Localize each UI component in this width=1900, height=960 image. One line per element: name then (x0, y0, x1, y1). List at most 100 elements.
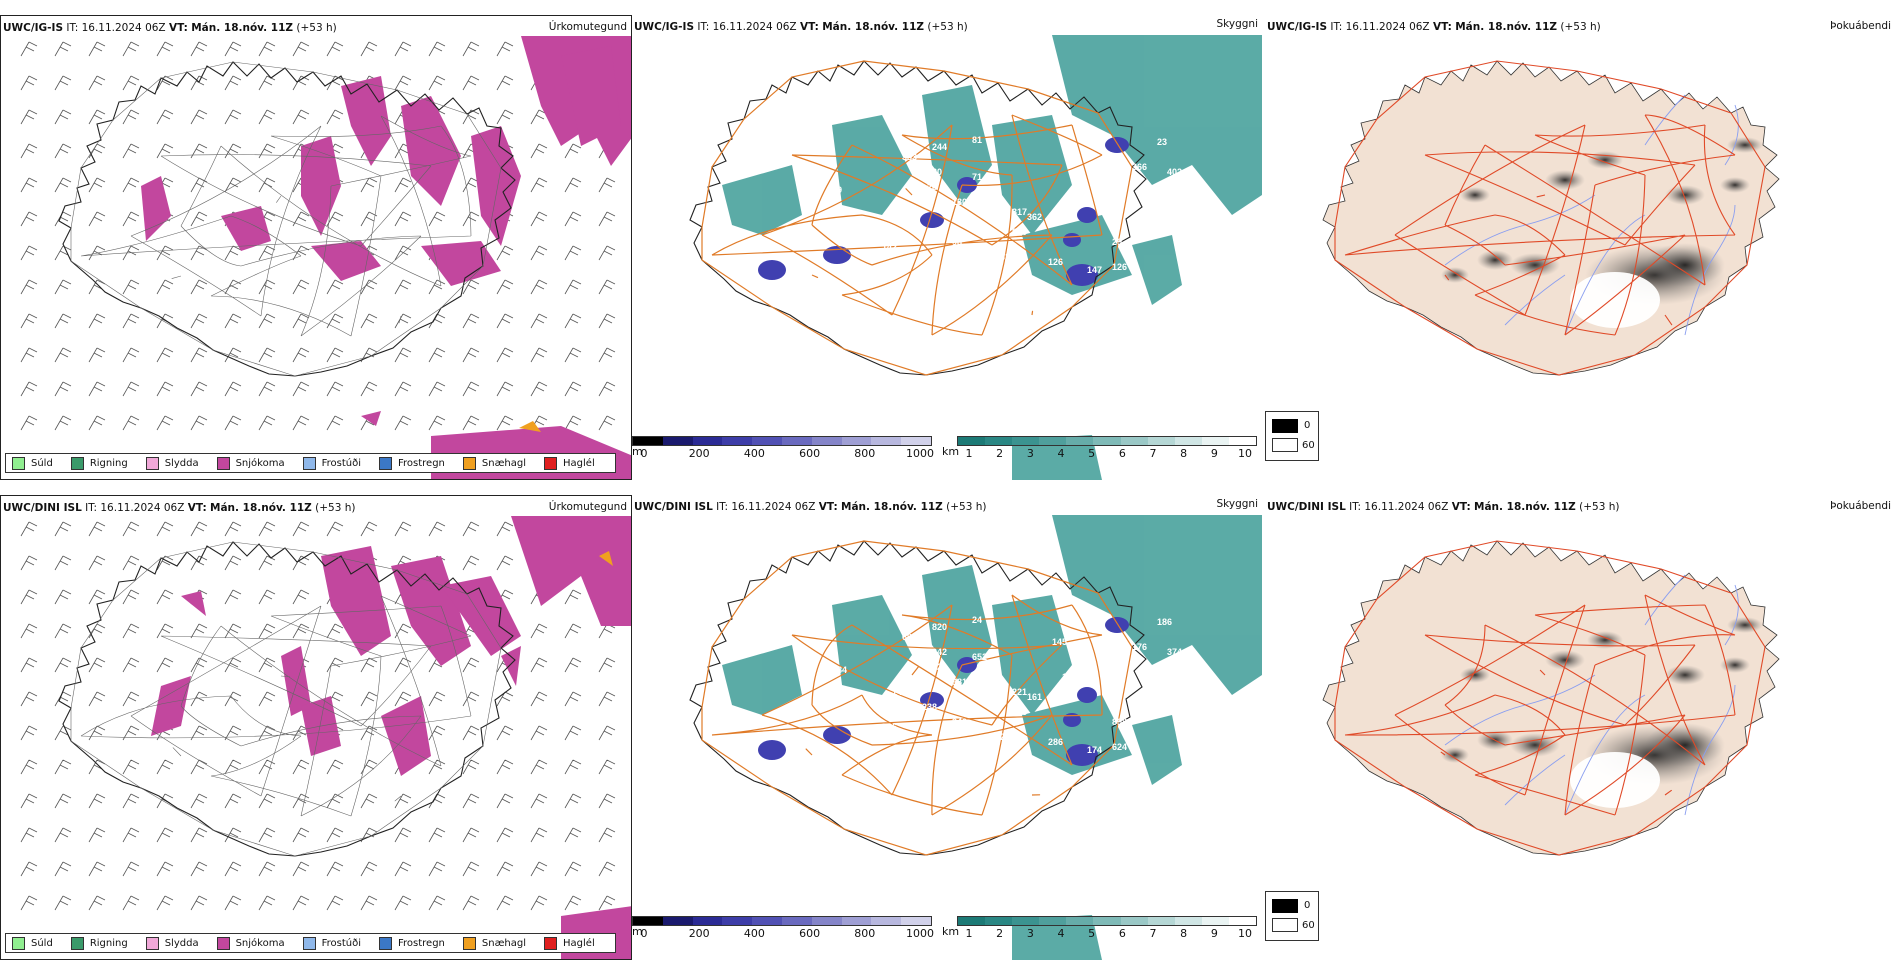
colorbar-step (692, 437, 723, 445)
visibility-unit: km (942, 445, 960, 458)
svg-text:28: 28 (927, 182, 937, 192)
colorbar-tick: 200 (688, 447, 710, 460)
colorbar-step (1093, 917, 1121, 925)
svg-text:402: 402 (1167, 167, 1182, 177)
legend-swatch (216, 936, 230, 950)
svg-text:244: 244 (932, 142, 947, 152)
panel-title: Þokuábendi (1830, 500, 1891, 512)
panel-title: Úrkomutegund (548, 501, 627, 513)
road-network (1334, 540, 1766, 856)
colorbar-tick: 1 (965, 927, 973, 940)
svg-text:143: 143 (892, 687, 907, 697)
colorbar-step (1012, 917, 1040, 925)
colorbar-step (985, 437, 1013, 445)
colorbar-step (841, 437, 872, 445)
legend-item: Haglél (540, 936, 595, 950)
legend-label: Súld (31, 457, 53, 469)
panel-header: UWC/IG-IS IT: 16.11.2024 06Z VT: Mán. 18… (634, 21, 968, 33)
panel-header: UWC/DINI ISL IT: 16.11.2024 06Z VT: Mán.… (1267, 501, 1620, 513)
colorbar-step (841, 917, 872, 925)
svg-text:366: 366 (1132, 162, 1147, 172)
svg-text:185: 185 (1012, 707, 1027, 717)
legend-swatch (12, 936, 25, 950)
low-cloud-areas (758, 617, 1129, 766)
legend-item: Rigning (67, 456, 128, 470)
shade-swatch-dark (1272, 419, 1298, 433)
colorbar-tick: 6 (1118, 447, 1126, 460)
colorbar-step (781, 917, 812, 925)
colorbar-tick: 0 (640, 927, 648, 940)
colorbar-tick: 10 (1238, 447, 1252, 460)
shade-legend: 0 60 (1265, 411, 1319, 461)
colorbar-tick: 800 (854, 927, 876, 940)
colorbar-tick: 400 (743, 447, 765, 460)
shade-legend: 0 60 (1265, 891, 1319, 941)
svg-text:98: 98 (952, 237, 962, 247)
precip-panel-row1: UWC/IG-IS IT: 16.11.2024 06Z VT: Mán. 18… (0, 15, 632, 480)
svg-text:186: 186 (1157, 617, 1172, 627)
colorbar-step (811, 917, 842, 925)
colorbar-tick: 3 (1026, 447, 1034, 460)
colorbar-tick: 5 (1088, 447, 1096, 460)
legend-swatch (302, 456, 316, 470)
precip-map (20, 36, 631, 479)
colorbar-step (811, 437, 842, 445)
colorbar-step (692, 917, 723, 925)
colorbar-step (1120, 917, 1148, 925)
legend-swatch (145, 936, 159, 950)
shade-swatch-light (1272, 918, 1298, 932)
legend-item: Snæhagl (459, 936, 526, 950)
legend-label: Haglél (563, 457, 595, 469)
svg-text:176: 176 (1132, 642, 1147, 652)
colorbar-tick: 0 (640, 447, 648, 460)
svg-text:332: 332 (927, 662, 942, 672)
colorbar-tick: 800 (854, 447, 876, 460)
legend-label: Snjókoma (235, 937, 285, 949)
fog-areas (722, 515, 1262, 960)
svg-text:147: 147 (1087, 265, 1102, 275)
iceland-outline (58, 61, 516, 377)
legend-label: Súld (31, 937, 53, 949)
colorbar-step (1201, 437, 1229, 445)
colorbar-tick: 6 (1118, 927, 1126, 940)
colorbar-step (958, 917, 986, 925)
panel-header: UWC/IG-IS IT: 16.11.2024 06Z VT: Mán. 18… (3, 22, 337, 34)
rivers (1444, 94, 1739, 336)
shade-map (1322, 540, 1780, 856)
colorbar-step (722, 917, 753, 925)
shade-map (1322, 60, 1780, 376)
svg-text:221: 221 (1012, 687, 1027, 697)
colorbar-tick: 600 (799, 927, 821, 940)
legend-item: Slydda (142, 456, 199, 470)
svg-text:383: 383 (902, 152, 917, 162)
svg-text:128: 128 (1162, 662, 1177, 672)
svg-text:126: 126 (1112, 262, 1127, 272)
colorbar-tick: 10 (1238, 927, 1252, 940)
panel-header: UWC/DINI ISL IT: 16.11.2024 06Z VT: Mán.… (3, 502, 356, 514)
svg-text:130: 130 (952, 197, 967, 207)
elevation-colorbar: 0 200 400 600 800 1000 (632, 916, 934, 940)
colorbar-tick: 600 (799, 447, 821, 460)
svg-text:161: 161 (1027, 692, 1042, 702)
colorbar-tick: 8 (1180, 927, 1188, 940)
svg-text:321: 321 (1000, 252, 1015, 262)
svg-text:17: 17 (1012, 787, 1022, 797)
road-network (701, 540, 1133, 856)
visibility-colorbar: 1 2 3 4 5 6 7 8 9 10 (957, 436, 1257, 460)
legend-swatch (544, 936, 558, 950)
colorbar-tick: 1000 (906, 447, 934, 460)
visibility-unit: km (942, 925, 960, 938)
colorbar-step (1147, 437, 1175, 445)
colorbar-step (1066, 437, 1094, 445)
colorbar-step (1066, 917, 1094, 925)
colorbar-step (1174, 917, 1202, 925)
legend-label: Frostúði (321, 457, 361, 469)
legend-item: Frostúði (299, 456, 361, 470)
colorbar-gradient (957, 436, 1257, 446)
legend-label: Haglél (563, 937, 595, 949)
snowfall-areas (151, 516, 631, 959)
svg-text:317: 317 (1012, 207, 1027, 217)
legend-item: Rigning (67, 936, 128, 950)
